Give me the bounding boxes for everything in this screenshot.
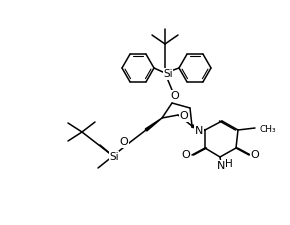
Text: CH₃: CH₃	[260, 126, 277, 135]
Text: Si: Si	[163, 69, 173, 79]
Polygon shape	[192, 125, 205, 130]
Text: O: O	[171, 91, 180, 101]
Polygon shape	[145, 118, 162, 131]
Text: O: O	[251, 150, 259, 160]
Text: N: N	[195, 126, 203, 136]
Text: O: O	[180, 111, 188, 121]
Text: O: O	[182, 150, 190, 160]
Text: N: N	[217, 161, 225, 171]
Text: O: O	[119, 137, 128, 147]
Text: H: H	[225, 159, 233, 169]
Text: Si: Si	[109, 152, 119, 162]
